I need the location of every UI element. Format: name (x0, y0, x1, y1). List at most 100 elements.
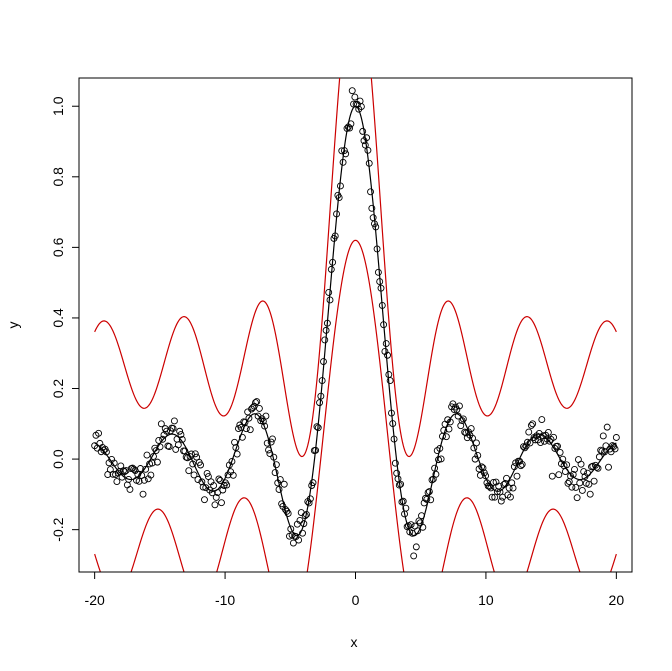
data-point (299, 529, 306, 537)
data-point (458, 417, 466, 424)
data-point (445, 425, 453, 433)
data-point (110, 459, 118, 467)
data-point (402, 504, 410, 512)
data-point (391, 459, 399, 467)
data-point (337, 182, 344, 190)
data-point (372, 223, 380, 231)
data-point (113, 478, 121, 485)
data-point (388, 409, 395, 417)
data-point (559, 455, 567, 463)
data-point (148, 459, 156, 467)
data-point (118, 473, 126, 481)
data-point (556, 448, 564, 456)
data-point (318, 377, 326, 385)
data-point (157, 420, 165, 428)
data-point (201, 496, 208, 504)
data-point (568, 483, 576, 491)
data-point (342, 150, 350, 158)
data-point (185, 467, 193, 475)
data-point (253, 398, 261, 405)
points-layer (91, 87, 620, 560)
data-point (555, 471, 563, 479)
data-point (223, 481, 231, 489)
data-point (232, 444, 240, 452)
data-point (469, 434, 476, 442)
data-point (605, 463, 612, 471)
data-point (365, 159, 373, 167)
data-point (147, 471, 155, 479)
data-point (424, 489, 432, 496)
data-point (473, 439, 480, 447)
data-point (399, 497, 407, 505)
data-point (135, 477, 143, 485)
data-point (442, 433, 450, 441)
data-point (280, 480, 288, 488)
data-point (143, 451, 151, 459)
data-point (364, 146, 372, 154)
data-point (361, 141, 369, 149)
data-point (301, 512, 309, 520)
data-point (378, 301, 386, 309)
data-point (170, 417, 178, 425)
data-point (422, 494, 429, 502)
data-point (506, 493, 514, 501)
data-point (351, 93, 359, 101)
y-tick-label: 0.6 (50, 237, 66, 257)
data-point (119, 467, 127, 475)
data-point (218, 499, 225, 507)
data-point (419, 523, 427, 531)
x-tick-label: -20 (85, 592, 105, 608)
data-point (527, 421, 535, 429)
x-axis: -20 -10 0 10 20 (85, 571, 624, 608)
data-point (427, 496, 435, 504)
data-point (325, 288, 333, 296)
data-point (275, 486, 283, 493)
data-point (548, 472, 556, 480)
data-point (501, 480, 509, 487)
data-point (295, 536, 303, 544)
band-layer (94, 78, 617, 572)
data-point (580, 468, 588, 476)
data-point (374, 268, 382, 276)
data-point (500, 481, 508, 488)
data-point (245, 414, 253, 422)
data-point (165, 443, 173, 451)
data-point (488, 493, 496, 501)
data-point (461, 428, 469, 436)
data-point (130, 465, 138, 473)
data-point (513, 472, 521, 480)
data-point (327, 265, 335, 273)
data-point (210, 482, 218, 490)
data-point (550, 433, 558, 441)
x-tick-label: 0 (352, 592, 360, 608)
data-point (414, 527, 422, 535)
data-point (215, 475, 223, 483)
data-point (487, 484, 495, 492)
data-point (518, 460, 526, 468)
data-point (611, 445, 619, 453)
data-point (523, 438, 531, 446)
data-point (384, 351, 391, 359)
data-point (305, 499, 313, 507)
data-point (595, 453, 603, 461)
data-point (242, 425, 250, 433)
data-point (531, 436, 539, 444)
data-point (174, 441, 182, 449)
data-point (382, 340, 390, 347)
data-point (590, 477, 598, 485)
data-point (333, 210, 340, 218)
data-point (491, 493, 499, 501)
data-point (456, 402, 463, 410)
data-point (276, 476, 284, 484)
data-point (272, 461, 280, 469)
data-point (482, 472, 490, 480)
data-point (576, 479, 584, 487)
data-point (521, 444, 529, 452)
data-point (123, 481, 131, 489)
data-point (425, 488, 433, 495)
data-point (395, 481, 403, 489)
fit-line (94, 105, 617, 537)
data-point (535, 430, 543, 437)
data-point (316, 399, 323, 407)
